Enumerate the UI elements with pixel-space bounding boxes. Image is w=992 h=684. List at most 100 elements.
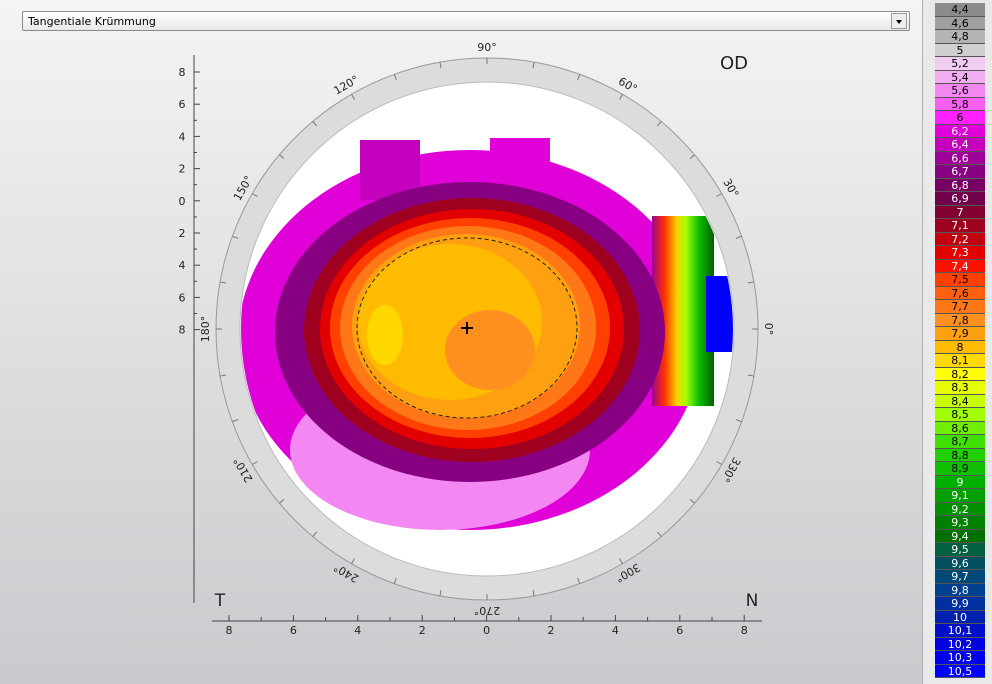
scale-cell: 6,2 (935, 124, 985, 138)
scale-cell: 6,4 (935, 138, 985, 152)
ring-tick (312, 121, 318, 127)
scale-cell: 7 (935, 205, 985, 219)
ring-tick (279, 154, 285, 160)
x-axis-label: 4 (354, 624, 361, 637)
x-axis-label: 2 (419, 624, 426, 637)
y-axis-label: 4 (179, 130, 186, 143)
scale-cell: 8,7 (935, 435, 985, 449)
ring-tick (532, 62, 535, 69)
dropdown-arrow[interactable] (891, 13, 907, 29)
ring-tick (689, 498, 695, 504)
x-axis-label: 0 (483, 624, 490, 637)
ring-tick (232, 419, 239, 423)
scale-cell: 8,5 (935, 408, 985, 422)
ring-tick (619, 558, 623, 564)
scale-cell: 9,8 (935, 583, 985, 597)
ring-tick (619, 94, 623, 100)
scale-cell: 9 (935, 475, 985, 489)
angle-label: 90° (477, 41, 497, 54)
scale-cell: 7,3 (935, 246, 985, 260)
y-axis-label: 2 (179, 227, 186, 240)
zone (367, 305, 403, 365)
x-axis-label: 4 (612, 624, 619, 637)
nasal-marker: N (746, 591, 759, 611)
angle-label: 180° (199, 316, 212, 343)
ring-tick (439, 589, 442, 596)
scale-cell: 4,8 (935, 30, 985, 44)
dropdown-label: Tangentiale Krümmung (28, 15, 156, 28)
scale-cell: 8,3 (935, 381, 985, 395)
y-axis-label: 6 (179, 98, 186, 111)
x-axis-label: 6 (290, 624, 297, 637)
scale-cell: 8,6 (935, 421, 985, 435)
scale-cell: 10,2 (935, 637, 985, 651)
ring-tick (747, 281, 754, 284)
ring-tick (716, 193, 722, 197)
ring-tick (312, 531, 318, 537)
scale-cell: 5,2 (935, 57, 985, 71)
scale-cell: 9,4 (935, 529, 985, 543)
pupil-outline (356, 237, 578, 419)
topography-map: OD T N 0°30°60°90°120°150°180°210°240°27… (179, 41, 776, 637)
scale-cell: 5,6 (935, 84, 985, 98)
scale-cell: 4,4 (935, 3, 985, 17)
map-panel: Tangentiale Krümmung (0, 0, 923, 684)
y-axis-label: 6 (179, 291, 186, 304)
ring-tick (351, 94, 355, 100)
scale-cell: 9,6 (935, 556, 985, 570)
ring-tick (716, 461, 722, 465)
y-axis-label: 2 (179, 163, 186, 176)
ring-tick (393, 577, 397, 584)
scale-cell: 8,8 (935, 448, 985, 462)
ring-tick (279, 498, 285, 504)
scale-cell: 7,6 (935, 286, 985, 300)
scale-cell: 9,3 (935, 516, 985, 530)
ring-tick (735, 235, 742, 239)
scale-cell: 9,1 (935, 489, 985, 503)
scale-cell: 9,9 (935, 597, 985, 611)
ring-tick (351, 558, 355, 564)
angle-label: 0° (762, 323, 775, 336)
scale-cell: 9,5 (935, 543, 985, 557)
scale-cell: 9,2 (935, 502, 985, 516)
scale-cell: 5,4 (935, 70, 985, 84)
scale-cell: 10,3 (935, 651, 985, 665)
ring-tick (577, 577, 581, 584)
scale-cell: 10,5 (935, 664, 985, 678)
scale-cell: 7,5 (935, 273, 985, 287)
y-axis-label: 0 (179, 195, 186, 208)
scale-cell: 7,2 (935, 232, 985, 246)
x-axis-label: 2 (548, 624, 555, 637)
scale-cell: 10,1 (935, 624, 985, 638)
scale-cell: 7,1 (935, 219, 985, 233)
ring-tick (532, 589, 535, 596)
scale-cell: 6,8 (935, 178, 985, 192)
scale-cell: 8,1 (935, 354, 985, 368)
ring-tick (232, 235, 239, 239)
ring-tick (393, 74, 397, 81)
ring-tick (439, 62, 442, 69)
eye-label: OD (720, 53, 748, 74)
ring-tick (252, 461, 258, 465)
scale-cell: 7,9 (935, 327, 985, 341)
angle-label: 270° (474, 604, 501, 617)
scale-cell: 6,7 (935, 165, 985, 179)
scale-cell: 9,7 (935, 570, 985, 584)
scale-cell: 4,6 (935, 16, 985, 30)
ring-tick (656, 121, 662, 127)
ring-tick (689, 154, 695, 160)
ring-tick (220, 281, 227, 284)
ring-tick (656, 531, 662, 537)
ring-tick (735, 419, 742, 423)
center-cross (461, 322, 473, 334)
y-axis-label: 8 (179, 66, 186, 79)
scale-cell: 6 (935, 111, 985, 125)
scale-cell: 6,6 (935, 151, 985, 165)
scale-cell: 8,4 (935, 394, 985, 408)
map-type-dropdown[interactable]: Tangentiale Krümmung (22, 11, 910, 31)
scale-cell: 10 (935, 610, 985, 624)
temporal-marker: T (214, 591, 226, 611)
scale-cell: 7,4 (935, 259, 985, 273)
scale-cell: 5 (935, 43, 985, 57)
x-axis-label: 8 (741, 624, 748, 637)
